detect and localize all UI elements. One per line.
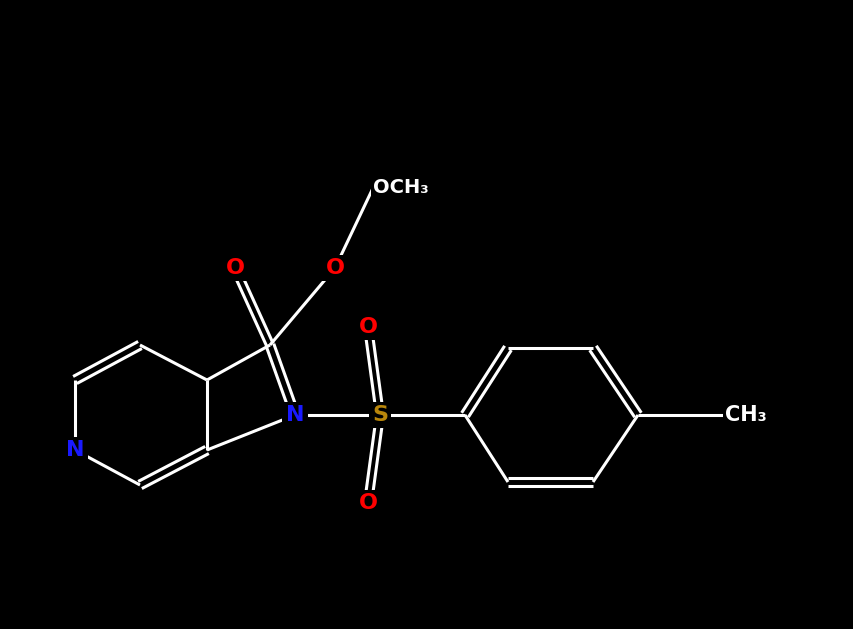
Text: N: N	[66, 440, 84, 460]
Text: N: N	[286, 405, 304, 425]
Text: OCH₃: OCH₃	[373, 179, 428, 198]
Text: O: O	[358, 493, 377, 513]
Text: O: O	[225, 258, 244, 278]
Text: O: O	[358, 317, 377, 337]
Text: S: S	[372, 405, 387, 425]
Text: O: O	[325, 258, 344, 278]
Text: CH₃: CH₃	[724, 405, 766, 425]
